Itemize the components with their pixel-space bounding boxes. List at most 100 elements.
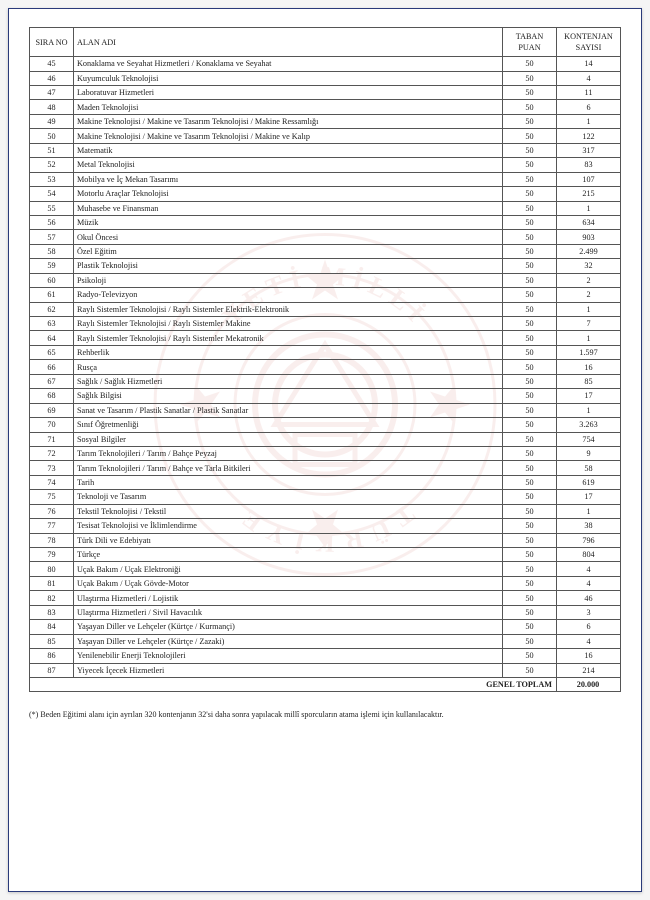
cell-alan-adi: Tarih: [74, 475, 503, 489]
table-row: 87Yiyecek İçecek Hizmetleri50214: [30, 663, 621, 677]
cell-taban-puan: 50: [503, 475, 557, 489]
cell-sira-no: 46: [30, 71, 74, 85]
cell-taban-puan: 50: [503, 259, 557, 273]
cell-alan-adi: Yenilenebilir Enerji Teknolojileri: [74, 649, 503, 663]
cell-sira-no: 72: [30, 446, 74, 460]
cell-kontenjan: 16: [557, 649, 621, 663]
cell-sira-no: 65: [30, 345, 74, 359]
cell-alan-adi: Maden Teknolojisi: [74, 100, 503, 114]
cell-sira-no: 52: [30, 158, 74, 172]
cell-taban-puan: 50: [503, 201, 557, 215]
cell-kontenjan: 4: [557, 576, 621, 590]
cell-taban-puan: 50: [503, 114, 557, 128]
cell-kontenjan: 903: [557, 230, 621, 244]
table-row: 46Kuyumculuk Teknolojisi504: [30, 71, 621, 85]
total-label: GENEL TOPLAM: [30, 677, 557, 691]
table-row: 55Muhasebe ve Finansman501: [30, 201, 621, 215]
cell-sira-no: 54: [30, 187, 74, 201]
cell-sira-no: 56: [30, 215, 74, 229]
cell-alan-adi: Makine Teknolojisi / Makine ve Tasarım T…: [74, 114, 503, 128]
table-row: 49Makine Teknolojisi / Makine ve Tasarım…: [30, 114, 621, 128]
table-row: 62Raylı Sistemler Teknolojisi / Raylı Si…: [30, 302, 621, 316]
cell-taban-puan: 50: [503, 71, 557, 85]
cell-sira-no: 75: [30, 490, 74, 504]
cell-sira-no: 64: [30, 331, 74, 345]
table-row: 73Tarım Teknolojileri / Tarım / Bahçe ve…: [30, 461, 621, 475]
cell-sira-no: 53: [30, 172, 74, 186]
cell-sira-no: 63: [30, 317, 74, 331]
table-row: 77Tesisat Teknolojisi ve İklimlendirme50…: [30, 519, 621, 533]
cell-taban-puan: 50: [503, 461, 557, 475]
cell-kontenjan: 1.597: [557, 345, 621, 359]
cell-taban-puan: 50: [503, 215, 557, 229]
cell-kontenjan: 32: [557, 259, 621, 273]
page-inner: YETİ MİLLİ TÜRKİYE SIRA NO ALAN ADI TABA…: [23, 23, 627, 877]
cell-kontenjan: 1: [557, 504, 621, 518]
cell-sira-no: 84: [30, 620, 74, 634]
cell-taban-puan: 50: [503, 230, 557, 244]
table-row: 51Matematik50317: [30, 143, 621, 157]
cell-sira-no: 69: [30, 403, 74, 417]
cell-alan-adi: Özel Eğitim: [74, 244, 503, 258]
cell-kontenjan: 3: [557, 605, 621, 619]
cell-alan-adi: Tekstil Teknolojisi / Tekstil: [74, 504, 503, 518]
header-taban-puan: TABAN PUAN: [503, 28, 557, 57]
table-row: 81Uçak Bakım / Uçak Gövde-Motor504: [30, 576, 621, 590]
cell-alan-adi: Ulaştırma Hizmetleri / Sivil Havacılık: [74, 605, 503, 619]
cell-kontenjan: 83: [557, 158, 621, 172]
table-row: 84Yaşayan Diller ve Lehçeler (Kürtçe / K…: [30, 620, 621, 634]
table-row: 85Yaşayan Diller ve Lehçeler (Kürtçe / Z…: [30, 634, 621, 648]
cell-sira-no: 80: [30, 562, 74, 576]
table-row: 80Uçak Bakım / Uçak Elektroniği504: [30, 562, 621, 576]
cell-kontenjan: 107: [557, 172, 621, 186]
table-row: 86Yenilenebilir Enerji Teknolojileri5016: [30, 649, 621, 663]
cell-taban-puan: 50: [503, 649, 557, 663]
cell-alan-adi: Matematik: [74, 143, 503, 157]
cell-alan-adi: Yiyecek İçecek Hizmetleri: [74, 663, 503, 677]
cell-kontenjan: 754: [557, 432, 621, 446]
cell-kontenjan: 4: [557, 71, 621, 85]
cell-alan-adi: Plastik Teknolojisi: [74, 259, 503, 273]
cell-alan-adi: Psikoloji: [74, 273, 503, 287]
cell-taban-puan: 50: [503, 634, 557, 648]
cell-kontenjan: 14: [557, 57, 621, 71]
cell-sira-no: 61: [30, 288, 74, 302]
cell-alan-adi: Rehberlik: [74, 345, 503, 359]
table-container: SIRA NO ALAN ADI TABAN PUAN KONTENJAN SA…: [23, 23, 627, 692]
cell-kontenjan: 11: [557, 86, 621, 100]
cell-taban-puan: 50: [503, 374, 557, 388]
cell-alan-adi: Kuyumculuk Teknolojisi: [74, 71, 503, 85]
cell-alan-adi: Teknoloji ve Tasarım: [74, 490, 503, 504]
table-row: 63Raylı Sistemler Teknolojisi / Raylı Si…: [30, 317, 621, 331]
cell-taban-puan: 50: [503, 403, 557, 417]
header-sira-no: SIRA NO: [30, 28, 74, 57]
cell-taban-puan: 50: [503, 605, 557, 619]
cell-alan-adi: Raylı Sistemler Teknolojisi / Raylı Sist…: [74, 331, 503, 345]
table-row: 68Sağlık Bilgisi5017: [30, 389, 621, 403]
cell-sira-no: 74: [30, 475, 74, 489]
header-alan-adi: ALAN ADI: [74, 28, 503, 57]
table-row: 45Konaklama ve Seyahat Hizmetleri / Kona…: [30, 57, 621, 71]
cell-taban-puan: 50: [503, 273, 557, 287]
cell-taban-puan: 50: [503, 389, 557, 403]
cell-alan-adi: Mobilya ve İç Mekan Tasarımı: [74, 172, 503, 186]
cell-sira-no: 70: [30, 418, 74, 432]
cell-sira-no: 81: [30, 576, 74, 590]
table-row: 67Sağlık / Sağlık Hizmetleri5085: [30, 374, 621, 388]
cell-sira-no: 79: [30, 548, 74, 562]
cell-taban-puan: 50: [503, 663, 557, 677]
cell-sira-no: 83: [30, 605, 74, 619]
cell-alan-adi: Laboratuvar Hizmetleri: [74, 86, 503, 100]
cell-sira-no: 78: [30, 533, 74, 547]
total-row: GENEL TOPLAM 20.000: [30, 677, 621, 691]
cell-alan-adi: Tarım Teknolojileri / Tarım / Bahçe Peyz…: [74, 446, 503, 460]
cell-alan-adi: Rusça: [74, 360, 503, 374]
document-page: YETİ MİLLİ TÜRKİYE SIRA NO ALAN ADI TABA…: [8, 8, 642, 892]
cell-taban-puan: 50: [503, 591, 557, 605]
cell-kontenjan: 6: [557, 620, 621, 634]
cell-kontenjan: 619: [557, 475, 621, 489]
cell-taban-puan: 50: [503, 331, 557, 345]
cell-alan-adi: Raylı Sistemler Teknolojisi / Raylı Sist…: [74, 317, 503, 331]
total-value: 20.000: [557, 677, 621, 691]
cell-taban-puan: 50: [503, 100, 557, 114]
